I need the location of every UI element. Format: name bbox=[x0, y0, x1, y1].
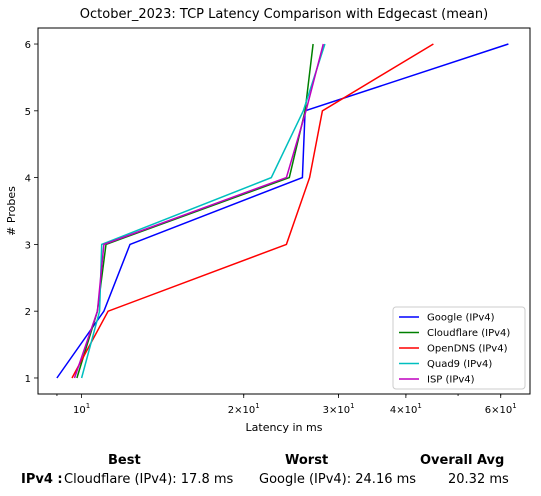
y-tick-label: 1 bbox=[25, 374, 31, 385]
y-tick-label: 5 bbox=[25, 107, 31, 118]
series-line-4 bbox=[73, 43, 325, 379]
legend: Google (IPv4) Cloudflare (IPv4) OpenDNS (I… bbox=[392, 306, 526, 390]
x-tick-label: 2×101 bbox=[228, 402, 260, 416]
best-value: Cloudflare (IPv4): 17.8 ms bbox=[64, 472, 234, 487]
x-tick-label: 6×101 bbox=[485, 402, 517, 416]
chart-title: October_2023: TCP Latency Comparison wit… bbox=[80, 7, 488, 22]
legend-label: Quad9 (IPv4) bbox=[427, 359, 492, 370]
legend-box bbox=[392, 306, 526, 390]
y-tick-label: 2 bbox=[25, 307, 31, 318]
overall-avg-header: Overall Avg bbox=[420, 453, 505, 468]
legend-label: OpenDNS (IPv4) bbox=[427, 344, 508, 355]
series-lines bbox=[56, 43, 509, 379]
plot-area bbox=[37, 27, 531, 395]
best-header: Best bbox=[108, 453, 141, 468]
worst-header: Worst bbox=[285, 453, 329, 468]
y-tick-label: 6 bbox=[25, 40, 31, 51]
x-axis-label: Latency in ms bbox=[246, 421, 323, 434]
y-tick-label: 3 bbox=[25, 240, 31, 251]
x-tick-label: 3×101 bbox=[323, 402, 355, 416]
latency-chart: October_2023: TCP Latency Comparison wit… bbox=[5, 7, 531, 434]
worst-value: Google (IPv4): 24.16 ms bbox=[259, 472, 417, 487]
x-axis: 101 2×101 3×101 4×101 6×101 bbox=[56, 394, 517, 416]
row-label: IPv4 : bbox=[21, 472, 63, 487]
legend-label: Cloudflare (IPv4) bbox=[427, 328, 510, 339]
series-line-3 bbox=[80, 43, 326, 379]
legend-label: ISP (IPv4) bbox=[427, 375, 475, 386]
y-axis: 1 2 3 4 5 6 bbox=[25, 40, 38, 385]
x-tick-label: 4×101 bbox=[390, 402, 422, 416]
overall-avg-value: 20.32 ms bbox=[448, 472, 509, 487]
x-tick-label: 101 bbox=[73, 402, 90, 416]
y-tick-label: 4 bbox=[25, 174, 31, 185]
y-axis-label: # Probes bbox=[5, 186, 18, 236]
legend-label: Google (IPv4) bbox=[427, 313, 495, 324]
series-line-2 bbox=[71, 43, 434, 379]
